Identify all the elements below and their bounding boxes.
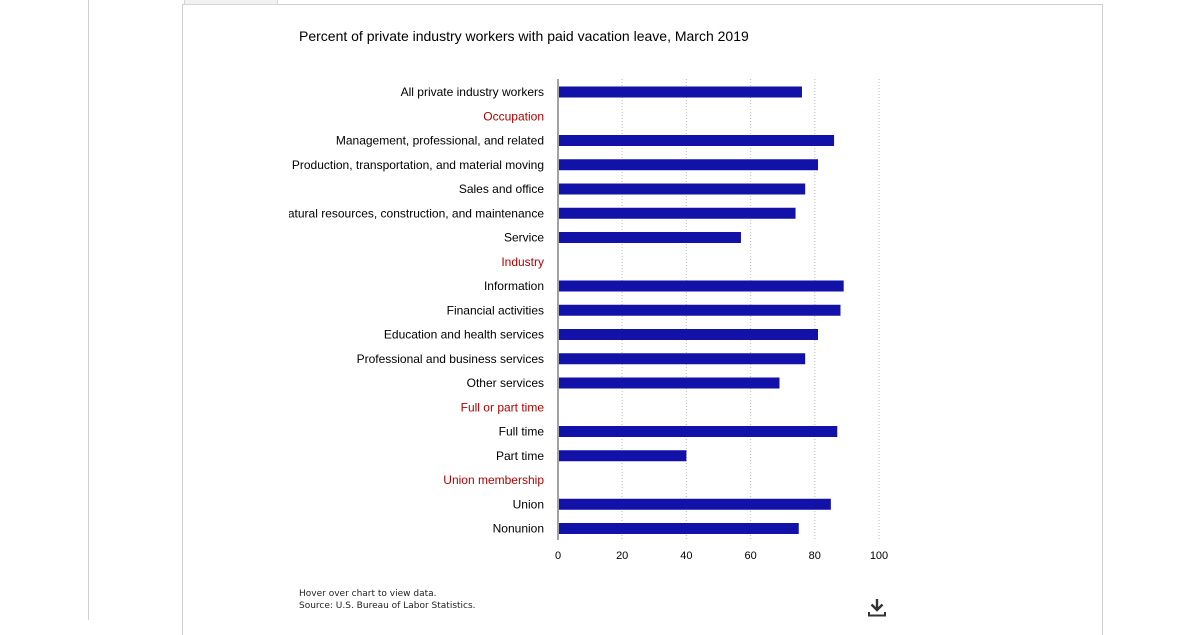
page-frame-border	[88, 0, 89, 620]
group-heading-label: Full or part time	[461, 400, 545, 414]
bar[interactable]	[559, 426, 838, 437]
bar[interactable]	[559, 304, 841, 316]
group-heading-label: Union membership	[443, 473, 544, 487]
bar[interactable]	[559, 377, 780, 389]
x-tick-label: 20	[616, 550, 628, 562]
bar[interactable]	[559, 135, 835, 146]
x-tick-label: 40	[680, 550, 692, 562]
axes: 0 20 40 60 80 100	[555, 79, 888, 562]
hover-note: Hover over chart to view data.	[299, 589, 437, 599]
category-labels: All private industry workers Occupation Ma…	[279, 85, 545, 536]
category-label: Other services	[467, 376, 544, 390]
bar[interactable]	[559, 450, 687, 462]
bar[interactable]	[559, 207, 796, 219]
category-label: Information	[484, 279, 544, 293]
bars[interactable]	[559, 86, 844, 535]
category-label: Professional and business services	[357, 352, 544, 366]
category-label: Union	[513, 497, 544, 511]
grid-lines	[621, 79, 880, 540]
group-heading-label: Industry	[501, 255, 544, 269]
category-label: Sales and office	[459, 182, 544, 196]
group-heading-label: Occupation	[483, 109, 544, 123]
category-label: Nonunion	[493, 522, 544, 536]
bar[interactable]	[559, 280, 844, 292]
tab-stub[interactable]	[184, 0, 278, 5]
category-label: Education and health services	[384, 328, 544, 342]
x-tick-label: 0	[555, 550, 561, 562]
bar[interactable]	[559, 159, 819, 171]
bar[interactable]	[559, 353, 806, 365]
bar[interactable]	[559, 329, 819, 340]
bar[interactable]	[559, 183, 806, 195]
download-button[interactable]	[866, 596, 888, 618]
bar[interactable]	[559, 498, 831, 510]
category-label: Management, professional, and related	[336, 134, 544, 148]
bar[interactable]	[559, 523, 799, 534]
category-label: Production, transportation, and material…	[292, 158, 544, 172]
chart-title: Percent of private industry workers with…	[299, 28, 749, 44]
source-note: Source: U.S. Bureau of Labor Statistics.	[299, 601, 476, 611]
category-label: Natural resources, construction, and mai…	[279, 206, 544, 220]
bar-chart[interactable]: 0 20 40 60 80 100 All private industry worker…	[0, 0, 1192, 620]
download-icon	[868, 599, 886, 617]
bar[interactable]	[559, 232, 741, 243]
x-tick-label: 80	[809, 550, 821, 562]
category-label: Service	[504, 231, 544, 245]
x-tick-label: 100	[870, 550, 888, 562]
x-tick-label: 60	[744, 550, 756, 562]
category-label: Financial activities	[447, 303, 544, 317]
category-label: Part time	[496, 449, 544, 463]
category-label: Full time	[499, 425, 545, 439]
bar[interactable]	[559, 86, 802, 98]
category-label: All private industry workers	[401, 85, 544, 99]
